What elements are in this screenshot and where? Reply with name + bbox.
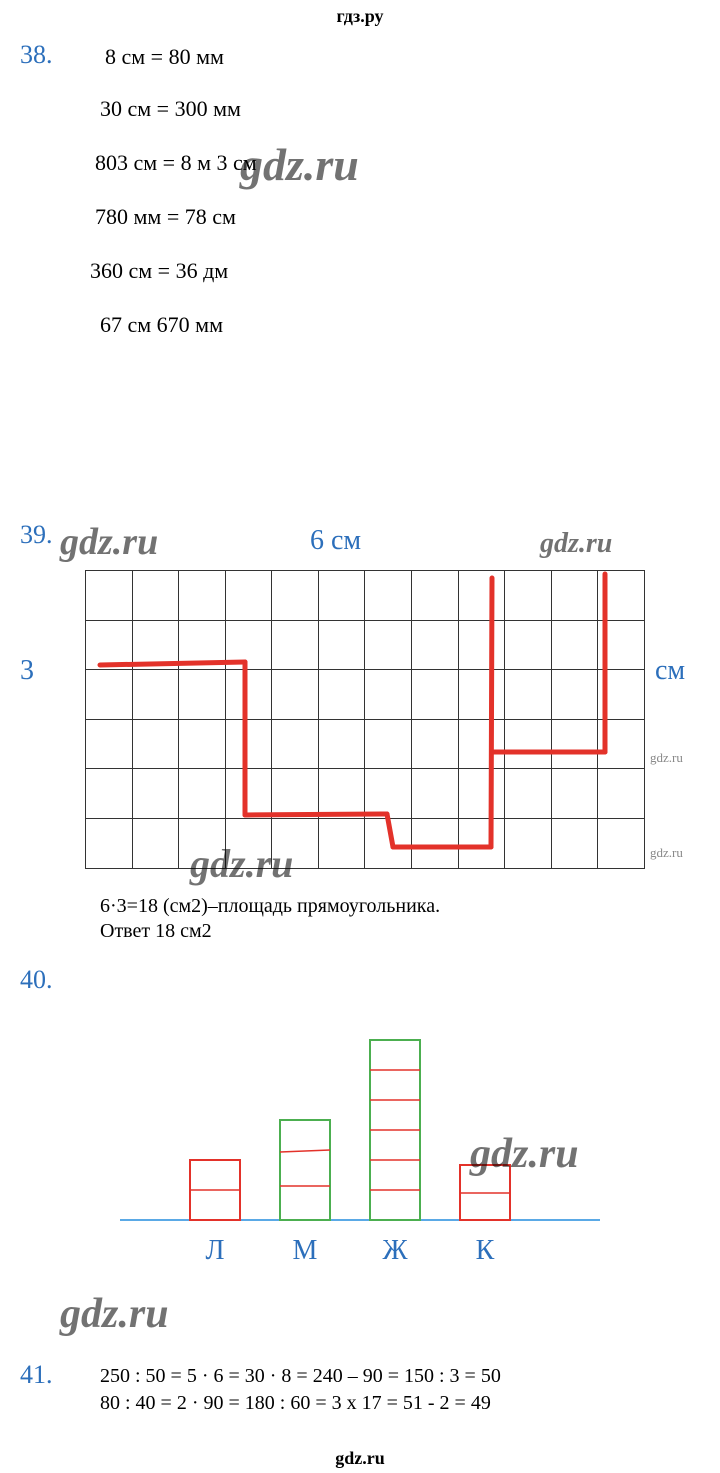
bar-Zh bbox=[370, 1040, 420, 1220]
task-38-line-2: 30 см = 300 мм bbox=[100, 96, 241, 122]
label-6cm: 6 см bbox=[310, 525, 361, 557]
task-39-number: 39. bbox=[20, 520, 53, 550]
label-3: 3 bbox=[20, 655, 34, 687]
task-38-line-4: 780 мм = 78 см bbox=[95, 204, 236, 230]
watermark: gdz.ru bbox=[60, 520, 158, 564]
grid-table bbox=[85, 570, 645, 869]
watermark: gdz.ru bbox=[240, 138, 359, 191]
bar-chart-40: Л М Ж К bbox=[120, 1000, 600, 1270]
task-38-line-1: 8 см = 80 мм bbox=[105, 44, 224, 70]
task-40-number: 40. bbox=[20, 965, 53, 995]
grid-39 bbox=[85, 570, 645, 850]
bar-label-Zh: Ж bbox=[370, 1235, 420, 1267]
bar-label-L: Л bbox=[190, 1235, 240, 1267]
bar-L bbox=[190, 1160, 240, 1220]
task-41-line-2: 80 : 40 = 2 · 90 = 180 : 60 = 3 x 17 = 5… bbox=[100, 1392, 491, 1415]
task-39-solution-2: Ответ 18 см2 bbox=[100, 920, 212, 943]
task-38-line-3: 803 см = 8 м 3 см bbox=[95, 150, 257, 176]
bar-label-K: К bbox=[460, 1235, 510, 1267]
task-41-line-1: 250 : 50 = 5 · 6 = 30 · 8 = 240 – 90 = 1… bbox=[100, 1365, 501, 1388]
task-41-number: 41. bbox=[20, 1360, 53, 1390]
task-38-line-5: 360 см = 36 дм bbox=[90, 258, 228, 284]
header-title: гдз.ру bbox=[0, 0, 720, 27]
label-cm: см bbox=[655, 655, 685, 687]
task-38-line-6: 67 см 670 мм bbox=[100, 312, 223, 338]
bar-K bbox=[460, 1165, 510, 1220]
watermark: gdz.ru bbox=[60, 1290, 169, 1338]
task-38-number: 38. bbox=[20, 40, 53, 70]
footer-title: gdz.ru bbox=[0, 1448, 720, 1469]
page: гдз.ру 38. 8 см = 80 мм 30 см = 300 мм 8… bbox=[0, 0, 720, 1473]
bar-label-M: М bbox=[280, 1235, 330, 1267]
task-39-solution-1: 6·3=18 (см2)–площадь прямоугольника. bbox=[100, 895, 440, 918]
watermark-small: gdz.ru bbox=[650, 845, 683, 861]
watermark-small: gdz.ru bbox=[650, 750, 683, 766]
bar-M bbox=[280, 1120, 330, 1220]
watermark: gdz.ru bbox=[540, 528, 612, 560]
